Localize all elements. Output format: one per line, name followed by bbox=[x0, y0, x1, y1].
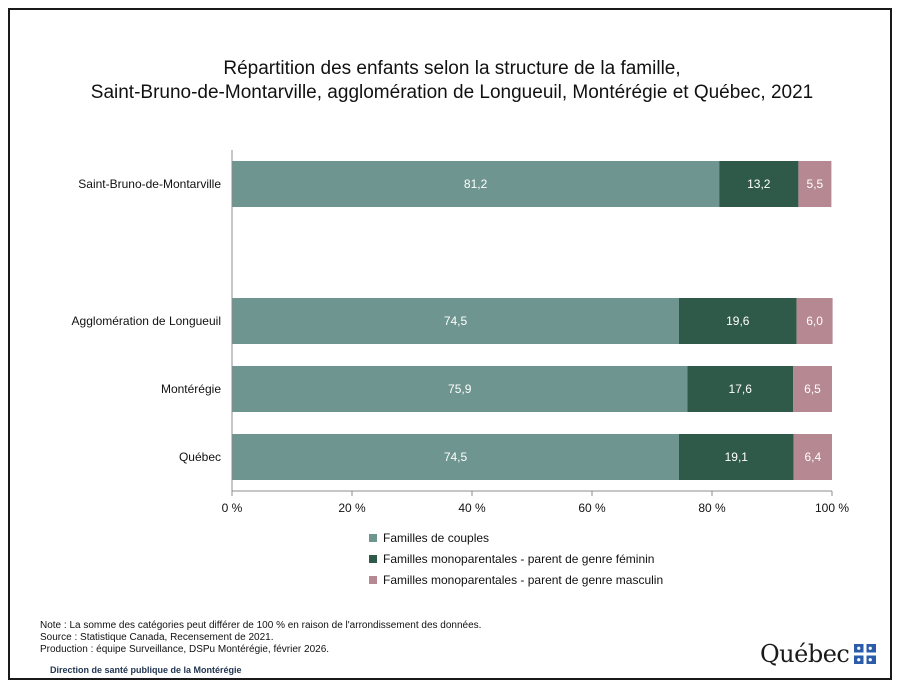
data-label: 81,2 bbox=[464, 177, 488, 191]
legend-item: Familles monoparentales - parent de genr… bbox=[369, 569, 663, 590]
direction-label: Direction de santé publique de la Montér… bbox=[50, 665, 242, 675]
bar-segment bbox=[679, 434, 794, 480]
quebec-logo: Québec bbox=[760, 640, 877, 668]
data-label: 19,6 bbox=[726, 314, 750, 328]
legend-item: Familles monoparentales - parent de genr… bbox=[369, 548, 663, 569]
data-label: 6,4 bbox=[804, 450, 821, 464]
data-label: 75,9 bbox=[448, 382, 472, 396]
chart-legend: Familles de couples Familles monoparental… bbox=[369, 527, 663, 590]
data-label: 5,5 bbox=[807, 177, 824, 191]
category-label: Saint-Bruno-de-Montarville bbox=[78, 177, 221, 191]
data-label: 6,5 bbox=[804, 382, 821, 396]
bar-segment bbox=[232, 434, 679, 480]
bar-segment bbox=[232, 161, 720, 207]
bar-segment bbox=[793, 434, 832, 480]
data-label: 6,0 bbox=[806, 314, 823, 328]
x-tick-label: 100 % bbox=[815, 501, 849, 515]
x-tick-label: 60 % bbox=[578, 501, 606, 515]
legend-swatch bbox=[369, 533, 377, 542]
x-tick-label: 0 % bbox=[222, 501, 243, 515]
data-label: 17,6 bbox=[729, 382, 753, 396]
logo-wordmark: Québec bbox=[760, 640, 850, 668]
data-label: 19,1 bbox=[725, 450, 749, 464]
category-label: Québec bbox=[179, 450, 221, 464]
legend-label: Familles de couples bbox=[383, 530, 490, 545]
bar-segment bbox=[232, 298, 679, 344]
x-tick-label: 40 % bbox=[458, 501, 486, 515]
category-label: Montérégie bbox=[161, 382, 221, 396]
footnotes: Note : La somme des catégories peut diff… bbox=[40, 620, 481, 656]
bar-segment bbox=[798, 161, 832, 207]
legend-item: Familles de couples bbox=[369, 527, 663, 548]
fleur-de-lis-flag-icon bbox=[854, 644, 877, 664]
legend-label: Familles monoparentales - parent de genr… bbox=[383, 572, 664, 587]
x-tick-label: 20 % bbox=[338, 501, 366, 515]
legend-swatch bbox=[369, 554, 377, 563]
legend-swatch bbox=[369, 575, 377, 584]
legend-label: Familles monoparentales - parent de genr… bbox=[383, 551, 655, 566]
bar-segment bbox=[679, 298, 797, 344]
data-label: 74,5 bbox=[444, 314, 468, 328]
source-text: Source : Statistique Canada, Recensement… bbox=[40, 632, 274, 643]
chart-title-line-2: Saint-Bruno-de-Montarville, agglomératio… bbox=[90, 82, 814, 103]
bar-segment bbox=[796, 298, 833, 344]
bar-segment bbox=[232, 366, 688, 412]
bar-segment bbox=[793, 366, 832, 412]
data-label: 74,5 bbox=[444, 450, 468, 464]
category-label: Agglomération de Longueuil bbox=[72, 314, 221, 328]
x-tick-label: 80 % bbox=[698, 501, 726, 515]
production-text: Production : équipe Surveillance, DSPu M… bbox=[40, 644, 330, 655]
note-text: Note : La somme des catégories peut diff… bbox=[40, 620, 482, 631]
bar-segment bbox=[687, 366, 793, 412]
bar-segment bbox=[719, 161, 799, 207]
chart-title-line-1: Répartition des enfants selon la structu… bbox=[223, 58, 681, 79]
data-label: 13,2 bbox=[747, 177, 771, 191]
